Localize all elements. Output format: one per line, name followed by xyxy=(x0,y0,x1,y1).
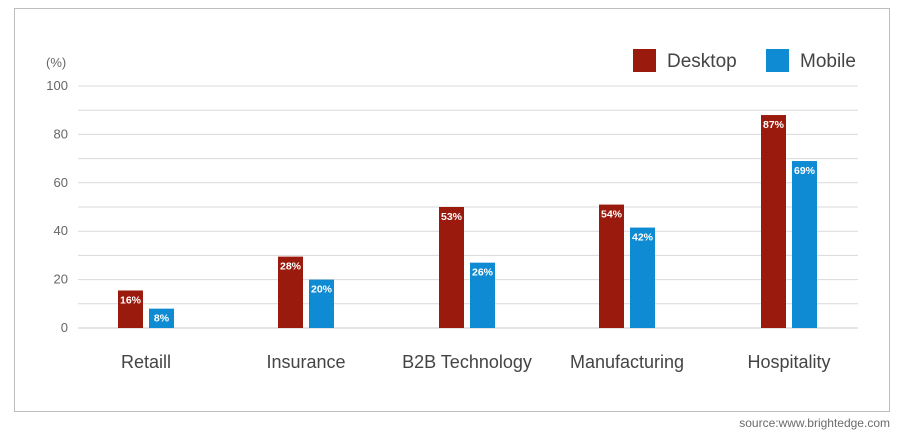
bar-desktop xyxy=(118,290,143,328)
x-category-label: Insurance xyxy=(266,352,345,372)
source-note: source:www.brightedge.com xyxy=(739,416,890,430)
legend-swatch-mobile xyxy=(766,49,789,72)
bar-desktop xyxy=(761,115,786,328)
data-label-desktop: 87% xyxy=(763,119,785,131)
y-tick-label: 0 xyxy=(61,320,68,335)
data-label-mobile: 42% xyxy=(632,232,654,244)
bar-mobile xyxy=(149,308,174,328)
y-tick-label: 20 xyxy=(54,272,68,287)
bar-mobile xyxy=(470,262,495,328)
x-category-label: Retaill xyxy=(121,352,171,372)
y-unit-label: (%) xyxy=(46,55,66,70)
x-category-label: B2B Technology xyxy=(402,352,532,372)
y-tick-label: 100 xyxy=(46,78,68,93)
bar-mobile xyxy=(309,279,334,328)
bar-mobile xyxy=(792,161,817,328)
legend-swatch-desktop xyxy=(633,49,656,72)
y-tick-label: 40 xyxy=(54,223,68,238)
data-label-mobile: 26% xyxy=(472,267,494,279)
bar-desktop xyxy=(439,207,464,328)
y-tick-label: 80 xyxy=(54,126,68,141)
bar-desktop xyxy=(599,204,624,328)
x-category-label: Hospitality xyxy=(747,352,830,372)
x-category-label: Manufacturing xyxy=(570,352,684,372)
bar-desktop xyxy=(278,256,303,328)
legend-label-desktop: Desktop xyxy=(667,51,737,72)
data-label-mobile: 8% xyxy=(154,313,170,325)
data-label-desktop: 54% xyxy=(601,209,623,221)
data-label-desktop: 16% xyxy=(120,294,142,306)
data-label-desktop: 53% xyxy=(441,211,463,223)
legend-label-mobile: Mobile xyxy=(800,51,856,72)
y-tick-label: 60 xyxy=(54,175,68,190)
data-label-desktop: 28% xyxy=(280,261,302,273)
bar-mobile xyxy=(630,227,655,328)
data-label-mobile: 20% xyxy=(311,284,333,296)
data-label-mobile: 69% xyxy=(794,165,816,177)
